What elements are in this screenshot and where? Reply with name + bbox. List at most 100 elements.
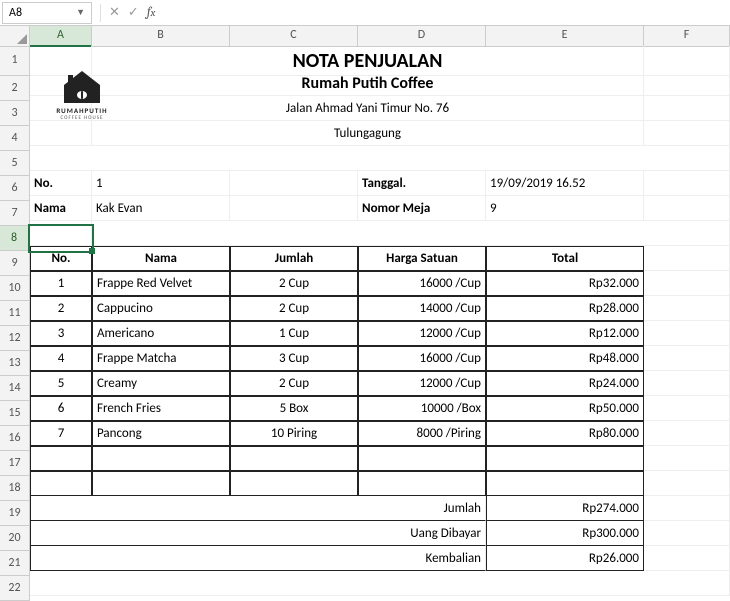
col-header-a[interactable]: A (30, 26, 92, 47)
row-header[interactable]: 11 (0, 301, 30, 326)
col-nama[interactable]: Nama (92, 246, 230, 271)
info-name-value[interactable]: Kak Evan (92, 196, 230, 221)
fx-icon[interactable]: fx (147, 5, 156, 20)
table-cell[interactable]: Rp12.000 (486, 321, 644, 346)
cell[interactable] (486, 446, 644, 471)
table-cell[interactable]: 16000 /Cup (358, 346, 486, 371)
table-cell[interactable]: 5 (30, 371, 92, 396)
info-table-value[interactable]: 9 (486, 196, 644, 221)
info-no-value[interactable]: 1 (92, 171, 230, 196)
table-cell[interactable]: 12000 /Cup (358, 321, 486, 346)
summary-value[interactable]: Rp274.000 (486, 496, 644, 521)
row-header[interactable]: 4 (0, 126, 30, 151)
table-cell[interactable]: Rp80.000 (486, 421, 644, 446)
table-cell[interactable]: 7 (30, 421, 92, 446)
cancel-icon[interactable]: ✕ (109, 5, 120, 20)
cell[interactable] (30, 146, 730, 171)
company-name[interactable]: Rumah Putih Coffee (92, 71, 644, 96)
table-cell[interactable]: 3 (30, 321, 92, 346)
row-header[interactable]: 16 (0, 426, 30, 451)
cell[interactable] (92, 221, 730, 246)
table-cell[interactable]: 1 (30, 271, 92, 296)
row-header[interactable]: 13 (0, 351, 30, 376)
table-cell[interactable]: Rp28.000 (486, 296, 644, 321)
table-cell[interactable]: Frappe Red Velvet (92, 271, 230, 296)
row-header[interactable]: 14 (0, 376, 30, 401)
cell[interactable] (644, 396, 730, 421)
table-cell[interactable]: 10 Piring (230, 421, 358, 446)
cell[interactable] (30, 471, 92, 496)
table-cell[interactable]: 1 Cup (230, 321, 358, 346)
info-date-label[interactable]: Tanggal. (358, 171, 486, 196)
summary-value[interactable]: Rp300.000 (486, 521, 644, 546)
table-cell[interactable]: Americano (92, 321, 230, 346)
cell[interactable] (486, 471, 644, 496)
row-header[interactable]: 9 (0, 251, 30, 276)
col-header-f[interactable]: F (644, 26, 730, 47)
select-all-corner[interactable] (0, 26, 30, 47)
cell[interactable] (644, 196, 730, 221)
formula-input[interactable] (167, 3, 728, 23)
cell[interactable] (644, 421, 730, 446)
table-cell[interactable]: 2 Cup (230, 371, 358, 396)
table-cell[interactable]: 5 Box (230, 396, 358, 421)
col-header-b[interactable]: B (92, 26, 230, 47)
cell[interactable] (644, 121, 730, 146)
table-cell[interactable]: Creamy (92, 371, 230, 396)
table-cell[interactable]: Cappucino (92, 296, 230, 321)
summary-label[interactable]: Jumlah (30, 496, 486, 521)
col-jumlah[interactable]: Jumlah (230, 246, 358, 271)
row-header[interactable]: 2 (0, 76, 30, 101)
row-header[interactable]: 3 (0, 101, 30, 126)
cell[interactable] (644, 71, 730, 96)
info-no-label[interactable]: No. (30, 171, 92, 196)
cell[interactable] (358, 471, 486, 496)
address-line[interactable]: Jalan Ahmad Yani Timur No. 76 (92, 96, 644, 121)
row-header[interactable]: 7 (0, 201, 30, 226)
row-header[interactable]: 15 (0, 401, 30, 426)
cell[interactable] (644, 346, 730, 371)
cell[interactable] (644, 296, 730, 321)
row-header[interactable]: 6 (0, 176, 30, 201)
summary-label[interactable]: Kembalian (30, 546, 486, 571)
col-total[interactable]: Total (486, 246, 644, 271)
table-cell[interactable]: 12000 /Cup (358, 371, 486, 396)
table-cell[interactable]: Rp32.000 (486, 271, 644, 296)
cell[interactable] (644, 321, 730, 346)
summary-value[interactable]: Rp26.000 (486, 546, 644, 571)
cell[interactable] (230, 471, 358, 496)
col-header-e[interactable]: E (486, 26, 644, 47)
cell-a8[interactable] (30, 221, 92, 246)
row-header[interactable]: 21 (0, 551, 30, 576)
cells-area[interactable]: NOTA PENJUALAN Rumah Putih Coffee Jalan … (30, 46, 730, 601)
row-header[interactable]: 10 (0, 276, 30, 301)
cell[interactable] (92, 471, 230, 496)
cell[interactable] (644, 371, 730, 396)
table-cell[interactable]: Pancong (92, 421, 230, 446)
cell[interactable] (230, 171, 358, 196)
cell[interactable] (358, 446, 486, 471)
cell[interactable] (644, 246, 730, 271)
col-no[interactable]: No. (30, 246, 92, 271)
cell[interactable] (30, 446, 92, 471)
info-date-value[interactable]: 19/09/2019 16.52 (486, 171, 644, 196)
table-cell[interactable]: Rp48.000 (486, 346, 644, 371)
row-header[interactable]: 8 (0, 226, 30, 251)
table-cell[interactable]: French Fries (92, 396, 230, 421)
table-cell[interactable]: Rp50.000 (486, 396, 644, 421)
cell[interactable] (644, 496, 730, 521)
table-cell[interactable]: 6 (30, 396, 92, 421)
table-cell[interactable]: 3 Cup (230, 346, 358, 371)
cell[interactable] (644, 446, 730, 471)
table-cell[interactable]: 2 (30, 296, 92, 321)
cell[interactable] (230, 446, 358, 471)
table-cell[interactable]: 14000 /Cup (358, 296, 486, 321)
row-header[interactable]: 12 (0, 326, 30, 351)
row-header[interactable]: 17 (0, 451, 30, 476)
row-header[interactable]: 18 (0, 476, 30, 501)
cell[interactable] (644, 471, 730, 496)
table-cell[interactable]: 2 Cup (230, 296, 358, 321)
col-harga[interactable]: Harga Satuan (358, 246, 486, 271)
cell[interactable] (644, 171, 730, 196)
table-cell[interactable]: 10000 /Box (358, 396, 486, 421)
